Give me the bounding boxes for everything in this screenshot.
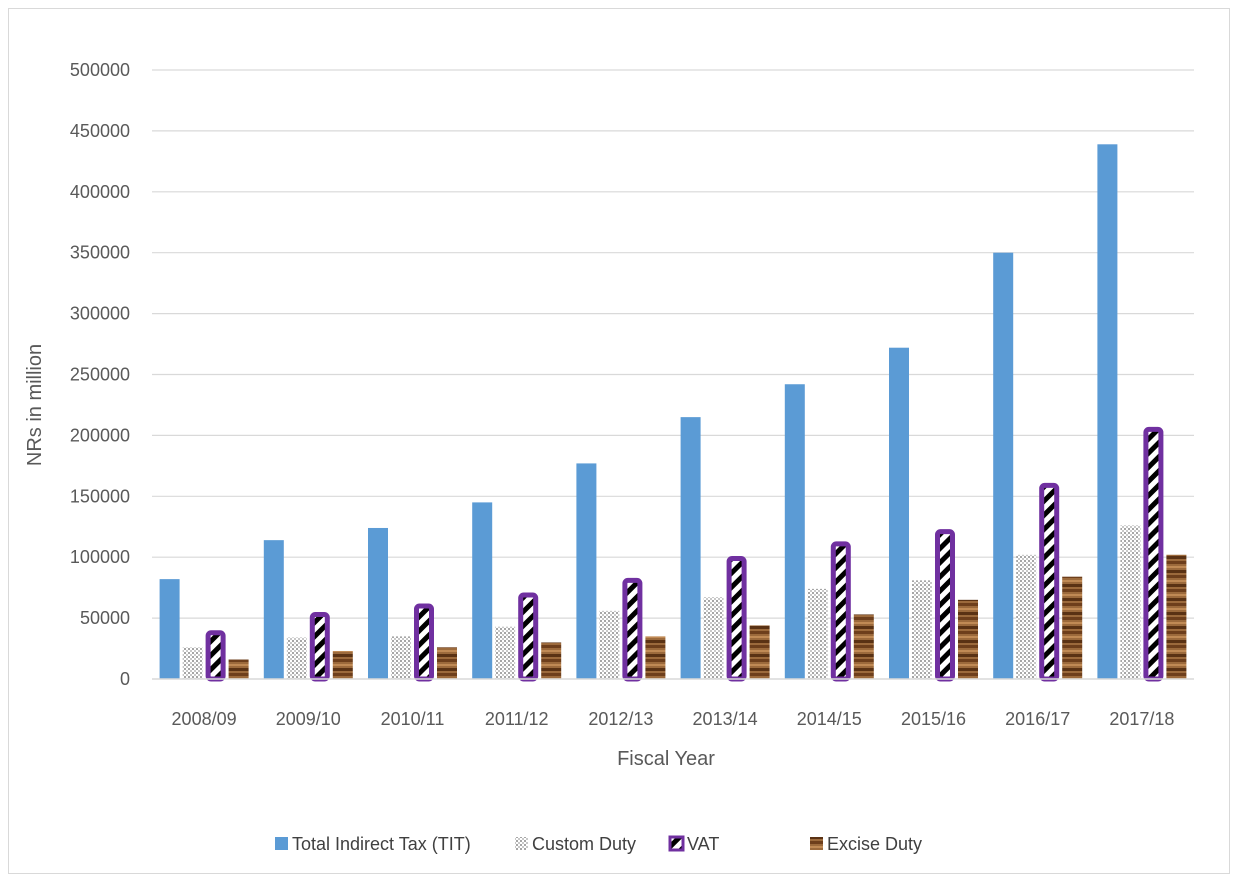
bar-excise-duty-2009-10 [332,650,353,679]
bar-custom-duty-2009-10 [286,637,307,679]
y-tick-label: 200000 [70,425,130,445]
bar-total-indirect-tax-tit-2012-13 [576,463,597,679]
legend-swatch-2 [668,835,685,852]
bar-total-indirect-tax-tit-2017-18 [1097,144,1118,680]
x-tick-label: 2015/16 [901,709,966,729]
bar-custom-duty-2012-13 [599,610,620,679]
bar-excise-duty-2010-11 [437,647,457,679]
y-tick-label: 300000 [70,304,130,324]
legend-swatch-1 [515,837,528,850]
y-tick-label: 100000 [70,547,130,567]
bar-custom-duty-2015-16 [912,580,932,679]
bars [159,144,1187,682]
bar-custom-duty-2010-11 [391,636,411,679]
bar-vat-2014-15 [830,541,851,682]
x-tick-label: 2011/12 [485,709,549,729]
bar-vat-2017-18 [1143,426,1164,682]
bar-excise-duty-2014-15 [853,614,874,679]
legend: Total Indirect Tax (TIT) Custom Duty VAT Ex… [275,834,922,854]
legend-swatch-0 [275,837,288,850]
chart-frame [8,8,1230,874]
bar-excise-duty-2017-18 [1166,554,1187,679]
legend-label: Custom Duty [532,834,636,854]
bar-vat-2016-17 [1039,482,1060,682]
y-tick-label: 450000 [70,121,130,141]
gridlines [152,69,1194,619]
x-tick-label: 2012/13 [588,709,653,729]
bar-excise-duty-2013-14 [749,625,770,679]
bar-total-indirect-tax-tit-2016-17 [993,252,1014,679]
bar-vat-2008-09 [205,630,226,682]
y-tick-label: 0 [120,669,130,689]
x-tick-label: 2014/15 [797,709,862,729]
bar-custom-duty-2011-12 [495,626,516,679]
bar-custom-duty-2017-18 [1120,525,1141,679]
x-tick-label: 2010/11 [381,709,445,729]
y-tick-label: 400000 [70,182,130,202]
bar-vat-2015-16 [935,529,955,682]
bar-vat-2012-13 [622,577,643,682]
x-tick-label: 2009/10 [276,709,341,729]
y-tick-label: 50000 [80,608,130,628]
bar-total-indirect-tax-tit-2013-14 [680,417,701,679]
x-axis-ticks: 2008/09 2009/10 2010/11 2011/12 2012/13 2013/… [172,709,1175,729]
bar-excise-duty-2016-17 [1062,576,1083,679]
x-axis-title: Fiscal Year [617,748,715,770]
bar-excise-duty-2011-12 [541,642,562,679]
legend-label: Total Indirect Tax (TIT) [292,834,471,854]
bar-total-indirect-tax-tit-2011-12 [472,502,493,679]
y-tick-label: 250000 [70,365,130,385]
bar-vat-2013-14 [726,555,747,682]
bar-total-indirect-tax-tit-2015-16 [889,347,909,679]
x-tick-label: 2017/18 [1109,709,1174,729]
y-tick-label: 500000 [70,60,130,80]
bar-total-indirect-tax-tit-2008-09 [159,579,180,679]
legend-label: Excise Duty [827,834,922,854]
bar-custom-duty-2016-17 [1016,554,1037,679]
y-tick-label: 150000 [70,486,130,506]
bar-excise-duty-2012-13 [645,636,666,679]
x-tick-label: 2008/09 [172,709,237,729]
legend-label: VAT [687,834,719,854]
bar-vat-2009-10 [309,612,330,682]
bar-excise-duty-2008-09 [228,659,249,679]
bar-custom-duty-2014-15 [807,588,828,679]
bar-vat-2011-12 [518,592,539,682]
bar-total-indirect-tax-tit-2014-15 [784,384,805,679]
y-axis-title: NRs in million [24,344,46,466]
y-tick-label: 350000 [70,243,130,263]
x-tick-label: 2013/14 [693,709,758,729]
y-axis-ticks: 0 50000 100000 150000 200000 250000 300000 3500… [70,60,130,689]
bar-excise-duty-2015-16 [958,599,978,679]
legend-swatch-3 [810,837,823,850]
bar-custom-duty-2013-14 [703,597,724,679]
bar-vat-2010-11 [414,603,434,682]
x-tick-label: 2016/17 [1005,709,1070,729]
bar-custom-duty-2008-09 [182,647,203,679]
bar-total-indirect-tax-tit-2009-10 [263,540,284,679]
bar-total-indirect-tax-tit-2010-11 [368,527,388,679]
